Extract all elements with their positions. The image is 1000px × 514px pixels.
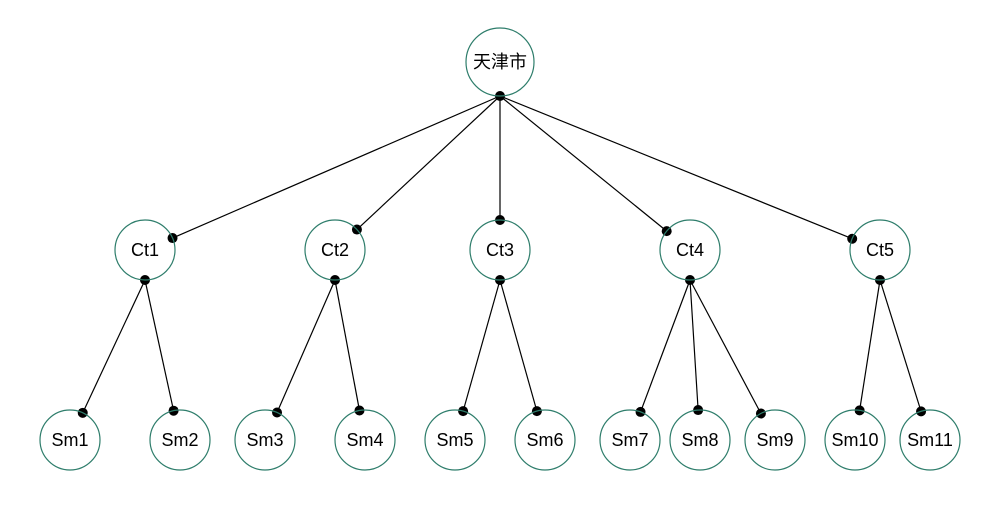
node-label-ct2: Ct2: [321, 240, 349, 260]
node-label-sm11: Sm11: [907, 430, 953, 450]
edge-ct2-sm4: [335, 280, 359, 411]
node-label-sm3: Sm3: [246, 430, 283, 450]
edge-ct4-sm9: [690, 280, 761, 414]
node-sm7: Sm7: [600, 410, 660, 470]
node-label-sm6: Sm6: [526, 430, 563, 450]
node-sm6: Sm6: [515, 410, 575, 470]
node-label-sm8: Sm8: [681, 430, 718, 450]
node-label-sm10: Sm10: [831, 430, 878, 450]
edge-ct4-sm7: [641, 280, 690, 412]
edge-root-ct4: [500, 96, 667, 231]
node-sm2: Sm2: [150, 410, 210, 470]
edge-ct3-sm5: [463, 280, 500, 411]
node-sm1: Sm1: [40, 410, 100, 470]
node-sm10: Sm10: [825, 410, 885, 470]
edge-ct4-sm8: [690, 280, 698, 410]
node-ct3: Ct3: [470, 220, 530, 280]
edge-ct3-sm6: [500, 280, 537, 411]
edge-root-ct1: [173, 96, 500, 238]
edge-root-ct5: [500, 96, 852, 239]
node-label-ct5: Ct5: [866, 240, 894, 260]
node-label-sm4: Sm4: [346, 430, 383, 450]
node-label-ct4: Ct4: [676, 240, 704, 260]
node-sm3: Sm3: [235, 410, 295, 470]
node-root: 天津市: [466, 28, 534, 96]
edge-ct2-sm3: [277, 280, 335, 413]
edge-root-ct2: [357, 96, 500, 230]
node-label-sm7: Sm7: [611, 430, 648, 450]
node-label-sm9: Sm9: [756, 430, 793, 450]
node-sm9: Sm9: [745, 410, 805, 470]
edge-ct1-sm1: [83, 280, 145, 413]
node-label-sm5: Sm5: [436, 430, 473, 450]
node-sm11: Sm11: [900, 410, 960, 470]
node-ct2: Ct2: [305, 220, 365, 280]
node-sm8: Sm8: [670, 410, 730, 470]
node-sm4: Sm4: [335, 410, 395, 470]
node-ct1: Ct1: [115, 220, 175, 280]
edge-ct1-sm2: [145, 280, 174, 411]
node-ct5: Ct5: [850, 220, 910, 280]
node-label-sm2: Sm2: [161, 430, 198, 450]
node-label-ct1: Ct1: [131, 240, 159, 260]
node-label-ct3: Ct3: [486, 240, 514, 260]
node-label-sm1: Sm1: [51, 430, 88, 450]
edge-ct5-sm11: [880, 280, 921, 411]
edge-ct5-sm10: [860, 280, 880, 410]
node-ct4: Ct4: [660, 220, 720, 280]
node-label-root: 天津市: [473, 52, 527, 72]
tree-diagram: 天津市 Ct1 Ct2 Ct3 Ct4 Ct5 Sm1 Sm2 Sm3 Sm4 Sm5 Sm6 Sm7 S…: [0, 0, 1000, 514]
node-sm5: Sm5: [425, 410, 485, 470]
